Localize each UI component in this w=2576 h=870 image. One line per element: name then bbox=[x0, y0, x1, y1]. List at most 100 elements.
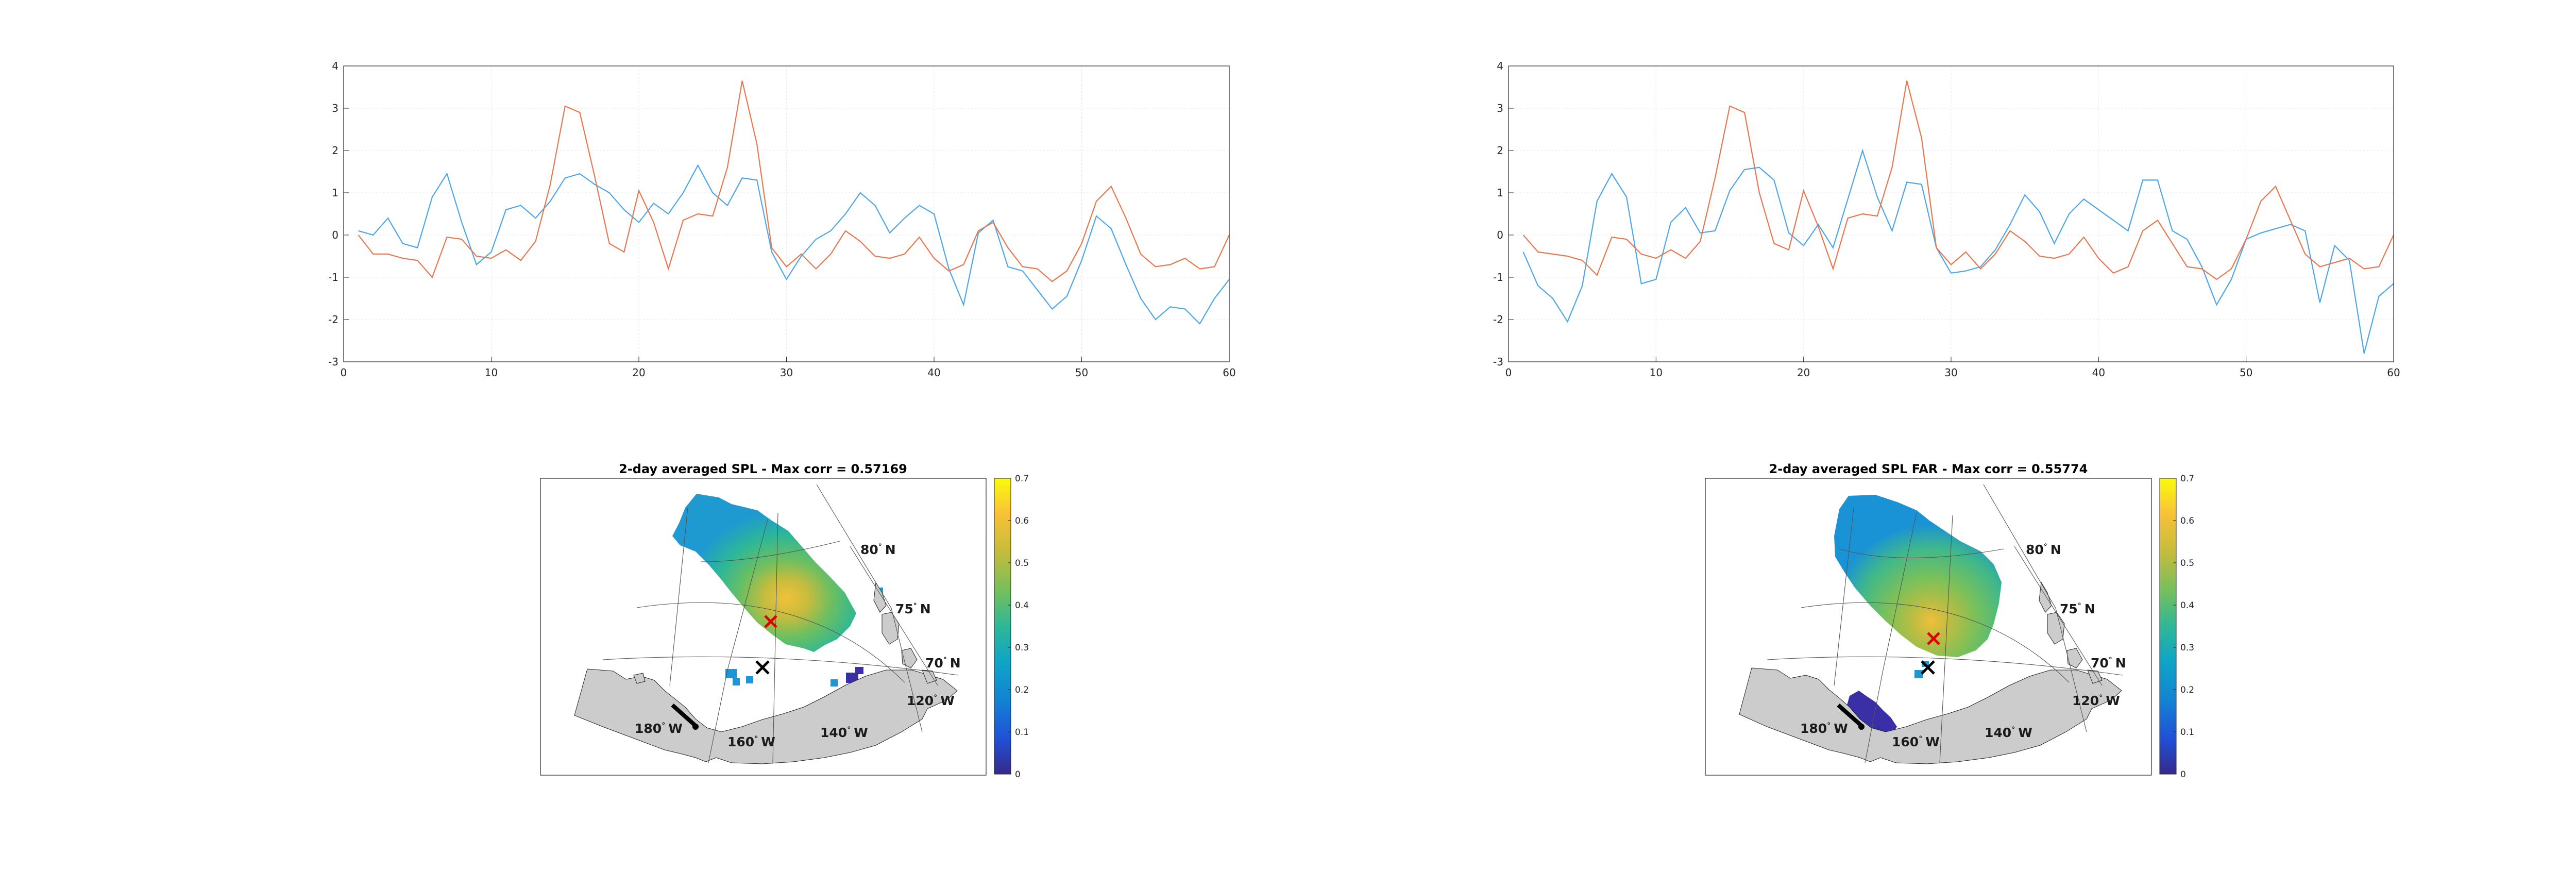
x-tick-label: 0 bbox=[341, 366, 347, 379]
colorbar-tick-label: 0 bbox=[1015, 769, 1021, 780]
meridian-180 bbox=[669, 507, 688, 686]
x-tick-label: 50 bbox=[2240, 366, 2252, 379]
meridian-120 bbox=[2014, 546, 2103, 686]
colorbar bbox=[994, 478, 1011, 775]
graticule bbox=[1767, 484, 2123, 763]
lat-circle-75 bbox=[1801, 602, 2070, 683]
field-patch bbox=[1914, 670, 1923, 678]
field-patch bbox=[733, 678, 740, 685]
series-line-0 bbox=[1522, 148, 2394, 354]
land-islands bbox=[633, 581, 937, 684]
x-tick-label: 50 bbox=[1075, 366, 1088, 379]
x-tick-label: 10 bbox=[1650, 366, 1663, 379]
series-line-1 bbox=[358, 80, 1230, 282]
series-line-0 bbox=[358, 164, 1230, 325]
lat-label-75: 75° N bbox=[895, 601, 931, 616]
y-tick-label: -1 bbox=[328, 271, 338, 283]
y-tick-label: -3 bbox=[328, 356, 338, 368]
map-panel-right: 2-day averaged SPL FAR - Max corr = 0.55… bbox=[1705, 462, 2194, 780]
lat-circle-70 bbox=[1767, 656, 2123, 676]
lat-label-75: 75° N bbox=[2060, 601, 2095, 616]
map-title: 2-day averaged SPL FAR - Max corr = 0.55… bbox=[1769, 462, 2088, 476]
colorbar-tick-label: 0.5 bbox=[1015, 558, 1029, 568]
x-tick-label: 30 bbox=[1944, 366, 1957, 379]
meridian-140 bbox=[1983, 484, 2087, 732]
field-patch bbox=[725, 669, 737, 678]
site-marker bbox=[1921, 660, 1935, 675]
correlation-field bbox=[1834, 495, 2002, 657]
lat-label-70: 70° N bbox=[2091, 656, 2126, 671]
lon-label-180: 180° W bbox=[635, 721, 683, 736]
x-tick-label: 10 bbox=[485, 366, 498, 379]
meridian-170 bbox=[708, 519, 768, 763]
lat-label-70: 70° N bbox=[925, 656, 961, 671]
max-corr-marker bbox=[1927, 632, 1940, 645]
colorbar bbox=[2159, 478, 2177, 775]
colorbar-tick-label: 0.7 bbox=[1015, 474, 1029, 484]
map-title: 2-day averaged SPL - Max corr = 0.57169 bbox=[619, 462, 907, 476]
colorbar-tick-label: 0.7 bbox=[2180, 474, 2194, 484]
x-tick-label: 60 bbox=[1223, 366, 1235, 379]
lat-label-80: 80° N bbox=[2026, 542, 2061, 557]
field-patch bbox=[855, 667, 863, 674]
meridian-170 bbox=[1865, 512, 1917, 763]
track-arrow bbox=[671, 704, 697, 727]
track-arrow bbox=[1837, 704, 1863, 727]
lat-circle-80 bbox=[700, 541, 840, 562]
colorbar-tick-label: 0.4 bbox=[2180, 600, 2194, 611]
y-tick-label: -3 bbox=[1493, 356, 1503, 368]
colorbar-tick-label: 0.6 bbox=[1015, 516, 1029, 526]
y-tick-label: 1 bbox=[1497, 187, 1503, 199]
x-tick-label: 60 bbox=[2387, 366, 2400, 379]
colorbar-tick-label: 0.2 bbox=[2180, 685, 2194, 695]
colorbar-ticks: 0 0.1 0.2 0.3 0.4 0.5 0.6 0.7 bbox=[1008, 474, 1029, 780]
line-chart-left: 0 10 20 30 40 50 60 -3 -2 -1 0 1 2 3 4 bbox=[328, 60, 1236, 379]
meridian-120 bbox=[850, 546, 938, 686]
colorbar-tick-label: 0.1 bbox=[2180, 727, 2194, 738]
lon-label-140: 140° W bbox=[820, 725, 868, 740]
lat-circle-80 bbox=[1839, 548, 2005, 559]
series-line-1 bbox=[1522, 80, 2394, 280]
line-chart-right: 0 10 20 30 40 50 60 -3 -2 -1 0 1 2 3 4 bbox=[1493, 60, 2400, 379]
chart-ticks: 0 10 20 30 40 50 60 -3 -2 -1 0 1 2 3 4 bbox=[1493, 60, 2400, 379]
y-tick-label: -2 bbox=[1493, 313, 1503, 326]
map-panel-left: 2-day averaged SPL - Max corr = 0.57169 bbox=[540, 462, 1029, 780]
y-tick-label: 1 bbox=[332, 187, 338, 199]
meridian-160 bbox=[1939, 515, 1953, 763]
lat-label-80: 80° N bbox=[860, 542, 896, 557]
x-tick-label: 40 bbox=[927, 366, 940, 379]
y-tick-label: 0 bbox=[332, 229, 338, 241]
field-patch bbox=[846, 673, 858, 683]
colorbar-ticks: 0 0.1 0.2 0.3 0.4 0.5 0.6 0.7 bbox=[2173, 474, 2194, 780]
lat-circle-75 bbox=[636, 602, 905, 683]
x-tick-label: 20 bbox=[1797, 366, 1810, 379]
negative-patch bbox=[1847, 691, 1897, 738]
y-tick-label: 3 bbox=[332, 102, 338, 114]
lon-label-120: 120° W bbox=[2072, 693, 2120, 708]
colorbar-tick-label: 0.1 bbox=[1015, 727, 1029, 738]
graticule bbox=[602, 484, 959, 763]
colorbar-tick-label: 0.3 bbox=[2180, 643, 2194, 653]
y-tick-label: 2 bbox=[332, 144, 338, 157]
meridian-160 bbox=[772, 512, 778, 763]
colorbar-tick-label: 0.4 bbox=[1015, 600, 1029, 611]
correlation-field bbox=[672, 494, 856, 652]
max-corr-marker bbox=[764, 615, 777, 628]
chart-series-group bbox=[1522, 80, 2394, 354]
lon-label-160: 160° W bbox=[1892, 734, 1940, 749]
land-islands bbox=[2039, 581, 2103, 684]
lon-label-180: 180° W bbox=[1800, 721, 1848, 736]
field-patch bbox=[746, 676, 753, 683]
x-tick-label: 20 bbox=[632, 366, 645, 379]
colorbar-tick-label: 0.6 bbox=[2180, 516, 2194, 526]
colorbar-tick-label: 0.5 bbox=[2180, 558, 2194, 568]
chart-ticks: 0 10 20 30 40 50 60 -3 -2 -1 0 1 2 3 4 bbox=[328, 60, 1236, 379]
meridian-180 bbox=[1834, 507, 1854, 686]
x-tick-label: 0 bbox=[1505, 366, 1512, 379]
lon-label-120: 120° W bbox=[907, 693, 955, 708]
y-tick-label: 4 bbox=[1497, 60, 1503, 72]
x-tick-label: 30 bbox=[780, 366, 793, 379]
field-patch bbox=[831, 679, 838, 687]
y-tick-label: -2 bbox=[328, 313, 338, 326]
